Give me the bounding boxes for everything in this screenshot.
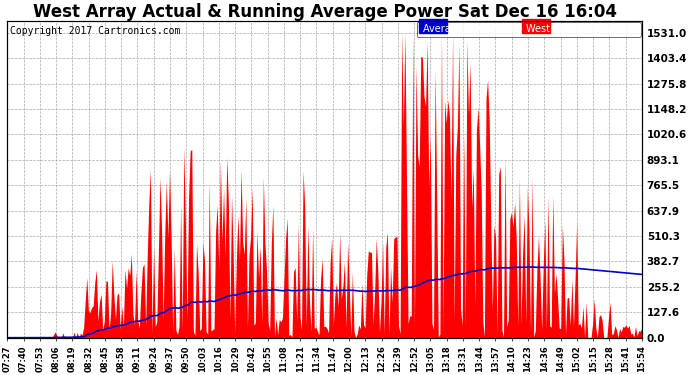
Text: Copyright 2017 Cartronics.com: Copyright 2017 Cartronics.com	[10, 26, 181, 36]
Legend: Average  (DC Watts), West Array  (DC Watts): Average (DC Watts), West Array (DC Watts…	[417, 22, 641, 37]
Title: West Array Actual & Running Average Power Sat Dec 16 16:04: West Array Actual & Running Average Powe…	[32, 3, 617, 21]
